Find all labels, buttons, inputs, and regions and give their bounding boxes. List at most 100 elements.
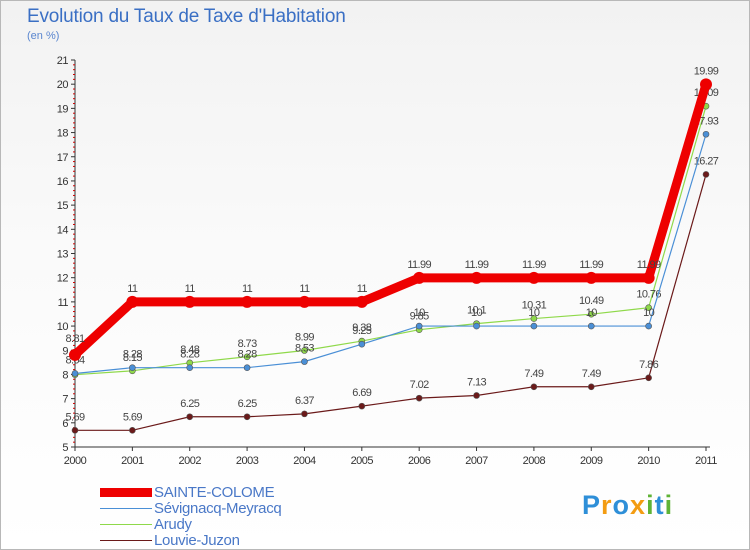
- legend-item-sainte-colome: SAINTE-COLOME: [100, 484, 281, 501]
- data-point-arudy: [645, 304, 652, 311]
- data-label-arudy: 10.31: [522, 300, 547, 312]
- data-label-louvie-juzon: 7.13: [467, 376, 486, 388]
- data-point-louvie-juzon: [129, 427, 136, 434]
- data-point-sevignacq-meyracq: [71, 370, 79, 377]
- legend-swatch-sevignacq-meyracq: [100, 507, 152, 509]
- logo-letter: r: [601, 490, 613, 520]
- data-point-arudy: [301, 347, 308, 354]
- data-point-louvie-juzon: [415, 394, 423, 402]
- data-label-louvie-juzon: 7.86: [639, 359, 658, 371]
- y-tick-label: 21: [57, 55, 69, 67]
- data-point-louvie-juzon: [587, 383, 595, 391]
- x-tick-label: 2001: [121, 455, 144, 467]
- legend-swatch-arudy: [100, 523, 152, 525]
- data-label-arudy: 10.1: [467, 305, 486, 317]
- x-tick-label: 2010: [637, 455, 660, 467]
- y-tick-label: 11: [58, 297, 69, 309]
- legend-item-louvie-juzon: Louvie-Juzon: [100, 531, 281, 549]
- data-label-louvie-juzon: 6.25: [238, 398, 257, 410]
- chart-legend: SAINTE-COLOME Sévignacq-Meyracq Arudy Lo…: [100, 484, 282, 549]
- data-label-arudy: 8.15: [123, 352, 142, 364]
- data-point-sainte-colome: [69, 348, 81, 361]
- data-label-sainte-colome: 11: [127, 283, 138, 295]
- series-line-louvie-juzon: [75, 174, 707, 431]
- data-label-sainte-colome: 11: [299, 283, 310, 295]
- y-tick-label: 16: [57, 176, 69, 188]
- data-point-louvie-juzon: [645, 374, 652, 382]
- x-tick-label: 2011: [695, 455, 717, 467]
- y-tick-label: 20: [57, 79, 69, 91]
- data-label-sevignacq-meyracq: 10: [586, 307, 598, 319]
- data-point-sainte-colome: [126, 295, 139, 308]
- chart-title: Evolution du Taux de Taxe d'Habitation: [27, 6, 346, 27]
- chart-subtitle: (en %): [27, 30, 60, 42]
- data-label-arudy: 8.99: [295, 331, 314, 343]
- data-point-sevignacq-meyracq: [301, 358, 308, 365]
- legend-label-sevignacq-meyracq: Sévignacq-Meyracq: [154, 499, 282, 517]
- data-label-sevignacq-meyracq: 8.53: [295, 343, 314, 355]
- data-label-arudy: 9.38: [352, 322, 371, 334]
- data-label-louvie-juzon: 7.49: [582, 368, 601, 380]
- data-point-louvie-juzon: [530, 383, 538, 391]
- data-label-arudy: 10.76: [636, 289, 661, 301]
- data-point-arudy: [530, 315, 538, 322]
- x-tick-label: 2005: [351, 455, 374, 467]
- data-label-sainte-colome: 8.81: [65, 333, 84, 345]
- data-label-sainte-colome: 11.99: [465, 259, 489, 271]
- y-tick-label: 7: [62, 394, 68, 406]
- data-label-sainte-colome: 11: [185, 283, 196, 295]
- x-tick-label: 2004: [293, 455, 316, 467]
- data-point-louvie-juzon: [473, 392, 480, 399]
- proxiti-logo: Proxiti: [582, 490, 673, 521]
- data-point-sainte-colome: [298, 295, 311, 308]
- data-label-arudy: 10.49: [579, 295, 604, 307]
- data-label-louvie-juzon: 7.49: [524, 368, 543, 380]
- x-tick-label: 2002: [178, 455, 201, 467]
- data-label-arudy: 8.48: [180, 344, 199, 356]
- x-tick-label: 2007: [465, 455, 488, 467]
- x-tick-label: 2000: [64, 455, 87, 467]
- data-point-sevignacq-meyracq: [645, 322, 652, 330]
- legend-item-arudy: Arudy: [100, 516, 281, 533]
- y-tick-label: 14: [57, 224, 69, 236]
- data-point-sevignacq-meyracq: [186, 364, 194, 371]
- data-point-sainte-colome: [183, 295, 196, 308]
- data-point-arudy: [587, 310, 595, 318]
- data-point-sainte-colome: [642, 271, 655, 284]
- data-point-sainte-colome: [470, 271, 483, 284]
- data-label-sevignacq-meyracq: 10: [528, 307, 540, 319]
- x-tick-label: 2008: [523, 455, 546, 467]
- data-label-sevignacq-meyracq: 10: [643, 307, 655, 319]
- y-tick-label: 10: [57, 321, 69, 333]
- data-label-sainte-colome: 11: [357, 283, 368, 295]
- data-point-sevignacq-meyracq: [243, 364, 251, 371]
- data-point-louvie-juzon: [71, 427, 79, 434]
- data-point-louvie-juzon: [186, 413, 194, 421]
- data-point-sainte-colome: [527, 271, 540, 284]
- x-tick-label: 2006: [408, 455, 431, 467]
- data-label-sainte-colome: 11.99: [579, 259, 603, 271]
- data-label-arudy: 9.85: [410, 311, 429, 323]
- y-tick-label: 6: [62, 418, 68, 430]
- legend-item-sevignacq-meyracq: Sévignacq-Meyracq: [100, 499, 282, 517]
- y-tick-label: 17: [57, 152, 69, 164]
- data-label-sevignacq-meyracq: 8.28: [123, 349, 142, 361]
- data-label-louvie-juzon: 16.27: [694, 155, 719, 167]
- data-point-sevignacq-meyracq: [530, 322, 538, 330]
- data-point-louvie-juzon: [301, 410, 308, 418]
- data-label-louvie-juzon: 5.69: [65, 411, 84, 423]
- series-line-arudy: [74, 106, 707, 376]
- data-point-louvie-juzon: [358, 402, 366, 410]
- data-label-sainte-colome: 19.99: [694, 65, 719, 77]
- data-label-louvie-juzon: 7.02: [410, 379, 429, 391]
- data-point-sevignacq-meyracq: [473, 322, 480, 330]
- data-point-sevignacq-meyracq: [129, 364, 136, 371]
- y-tick-label: 18: [57, 128, 69, 140]
- data-point-sainte-colome: [585, 271, 598, 284]
- legend-swatch-sainte-colome: [100, 487, 152, 497]
- legend-label-louvie-juzon: Louvie-Juzon: [154, 531, 240, 549]
- logo-letter: i: [664, 490, 674, 520]
- x-tick-label: 2003: [236, 455, 259, 467]
- data-label-louvie-juzon: 5.69: [123, 411, 142, 423]
- data-label-arudy: 8.73: [238, 338, 257, 350]
